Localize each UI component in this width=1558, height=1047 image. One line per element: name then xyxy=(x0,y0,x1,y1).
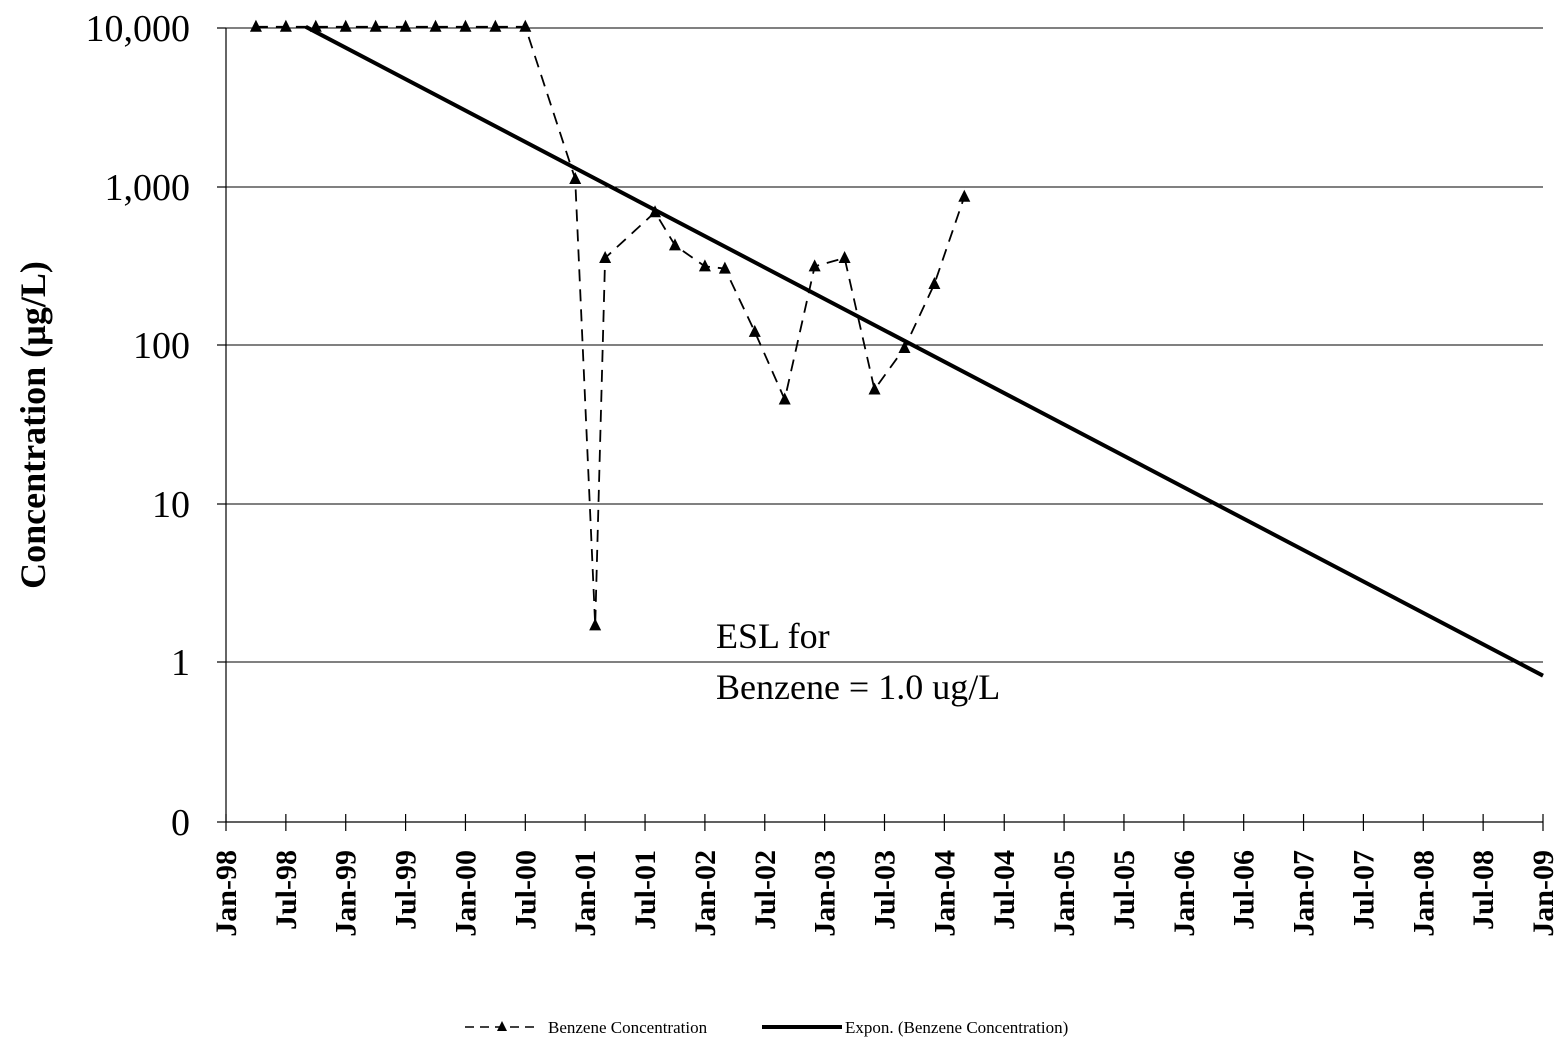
x-tick-label: Jan-00 xyxy=(449,850,482,937)
x-tick-label: Jul-02 xyxy=(749,850,782,930)
x-tick-labels: Jan-98 Jul-98 Jan-99 Jul-99 Jan-00 Jul-00 Jan-… xyxy=(210,850,1558,937)
benzene-point xyxy=(489,19,502,32)
y-tick-label: 10 xyxy=(152,484,190,526)
x-tick-label: Jan-09 xyxy=(1527,850,1558,937)
x-tick-label: Jul-04 xyxy=(988,850,1021,930)
x-tick-label: Jan-03 xyxy=(809,850,842,937)
x-tick-label: Jan-06 xyxy=(1168,850,1201,937)
y-tick-label: 100 xyxy=(133,325,190,367)
benzene-point xyxy=(778,392,791,405)
legend-item-benzene: Benzene Concentration xyxy=(465,1018,708,1037)
legend-label-trend: Expon. (Benzene Concentration) xyxy=(845,1018,1068,1037)
benzene-point xyxy=(519,19,532,32)
benzene-point xyxy=(399,19,412,32)
x-tick-label: Jan-04 xyxy=(928,850,961,937)
benzene-point xyxy=(589,618,602,631)
benzene-point xyxy=(668,238,681,251)
x-tick-label: Jul-05 xyxy=(1108,850,1141,930)
legend-label-benzene: Benzene Concentration xyxy=(548,1018,708,1037)
benzene-point xyxy=(958,189,971,202)
esl-annotation-line1: ESL for xyxy=(716,616,830,656)
benzene-point xyxy=(249,19,262,32)
benzene-line xyxy=(255,25,966,626)
x-tick-label: Jul-07 xyxy=(1347,850,1380,930)
benzene-point xyxy=(649,205,662,218)
axes xyxy=(217,27,1544,831)
series xyxy=(249,19,1544,678)
x-tick-label: Jul-03 xyxy=(869,850,902,930)
x-tick-label: Jan-07 xyxy=(1288,850,1321,937)
x-tick-label: Jan-98 xyxy=(210,850,243,937)
benzene-point xyxy=(599,251,612,264)
y-tick-label: 10,000 xyxy=(86,8,191,50)
y-tick-labels: 0 1 10 100 1,000 10,000 xyxy=(86,8,191,844)
benzene-point xyxy=(718,261,731,274)
x-tick-label: Jan-05 xyxy=(1048,850,1081,937)
benzene-point xyxy=(838,251,851,264)
x-tick-label: Jul-99 xyxy=(390,850,423,930)
x-tick-label: Jan-01 xyxy=(569,850,602,937)
benzene-point xyxy=(429,19,442,32)
y-tick-label: 1 xyxy=(171,642,190,684)
benzene-point xyxy=(698,259,711,272)
benzene-point xyxy=(569,172,582,185)
y-tick-label: 0 xyxy=(171,802,190,844)
benzene-point xyxy=(808,259,821,272)
legend-marker-triangle xyxy=(497,1021,507,1031)
x-tick-label: Jan-08 xyxy=(1407,850,1440,937)
x-tick-label: Jul-00 xyxy=(509,850,542,930)
esl-annotation-line2: Benzene = 1.0 ug/L xyxy=(716,667,1000,707)
benzene-point xyxy=(279,19,292,32)
legend: Benzene Concentration Expon. (Benzene Co… xyxy=(465,1018,1068,1037)
benzene-point xyxy=(309,19,322,32)
benzene-point xyxy=(928,277,941,290)
x-tick-label: Jan-99 xyxy=(330,850,363,937)
benzene-point xyxy=(748,324,761,337)
x-tick-label: Jul-08 xyxy=(1467,850,1500,930)
y-tick-label: 1,000 xyxy=(105,167,191,209)
x-tick-label: Jan-02 xyxy=(689,850,722,937)
benzene-point xyxy=(868,382,881,395)
benzene-point xyxy=(898,340,911,353)
x-tick-label: Jul-06 xyxy=(1228,850,1261,930)
benzene-point xyxy=(369,19,382,32)
benzene-point xyxy=(339,19,352,32)
gridlines xyxy=(226,27,1543,663)
x-tick-label: Jul-98 xyxy=(270,850,303,930)
x-tick-label: Jul-01 xyxy=(629,850,662,930)
trend-line xyxy=(304,25,1544,678)
y-axis-title: Concentration (µg/L) xyxy=(13,261,53,589)
legend-item-trend: Expon. (Benzene Concentration) xyxy=(762,1018,1068,1037)
benzene-point xyxy=(459,19,472,32)
